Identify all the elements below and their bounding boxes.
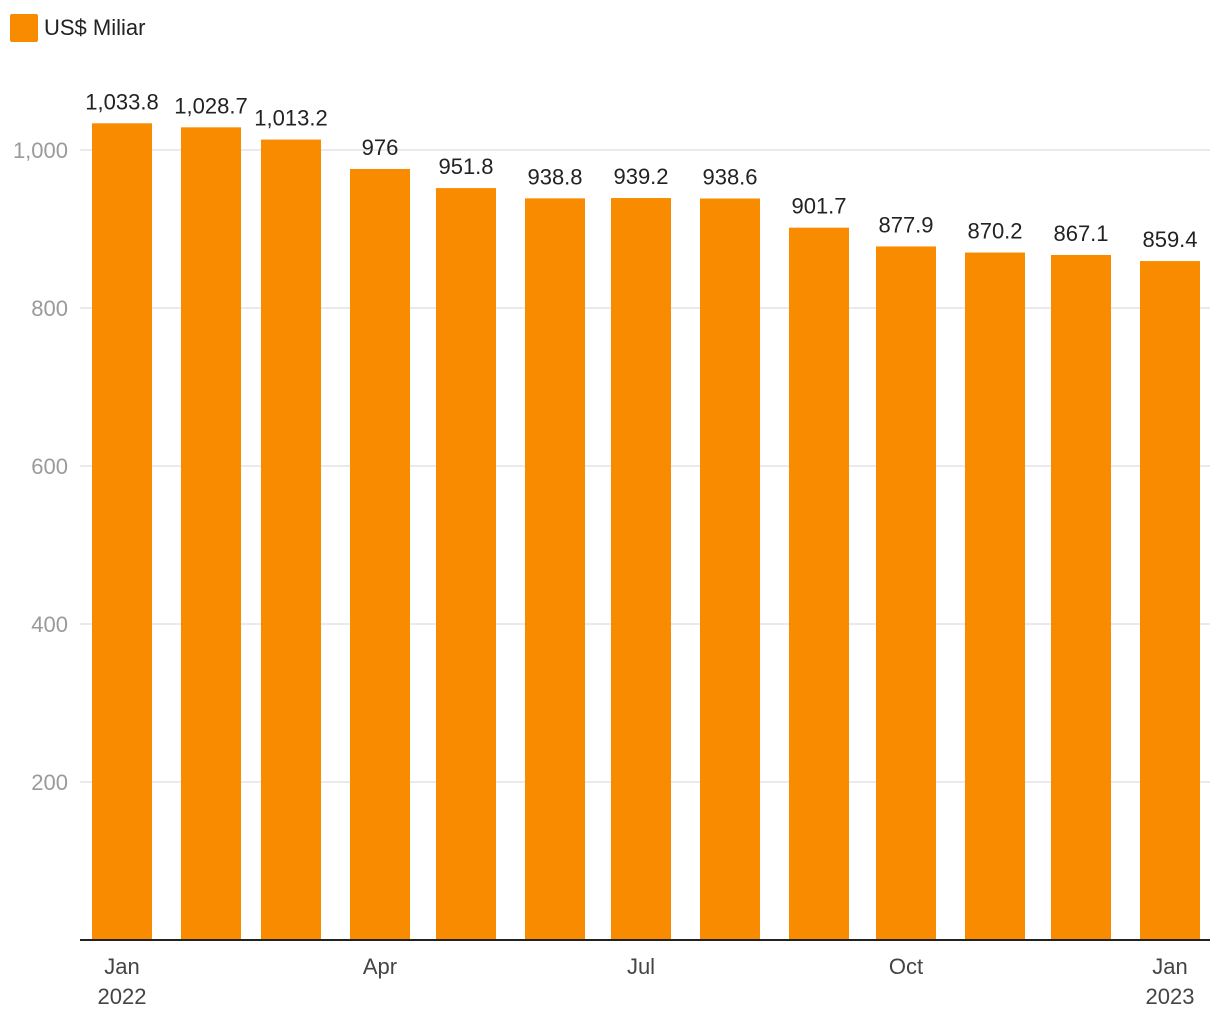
data-label: 939.2: [613, 164, 668, 189]
bar: [876, 246, 936, 941]
data-label: 1,033.8: [85, 89, 158, 114]
x-tick-label-year: 2022: [98, 984, 147, 1009]
bar: [789, 227, 849, 941]
data-label: 870.2: [967, 219, 1022, 244]
bar: [965, 252, 1025, 941]
x-tick-label: Jan: [1152, 954, 1187, 979]
data-label: 951.8: [438, 154, 493, 179]
data-label: 859.4: [1142, 227, 1197, 252]
x-tick-label-year: 2023: [1146, 984, 1195, 1009]
bar: [261, 139, 321, 940]
legend-label: US$ Miliar: [44, 15, 146, 40]
bar: [92, 123, 152, 941]
bar: [1140, 261, 1200, 941]
y-tick-label: 600: [31, 454, 68, 479]
y-tick-label: 400: [31, 612, 68, 637]
data-label: 867.1: [1053, 221, 1108, 246]
data-label: 901.7: [791, 194, 846, 219]
legend: US$ Miliar: [10, 14, 145, 42]
data-label: 877.9: [878, 212, 933, 237]
x-tick-label: Apr: [363, 954, 397, 979]
bar: [181, 127, 241, 940]
bar: [436, 188, 496, 940]
bar: [611, 198, 671, 941]
data-labels: 1,033.8 1,028.7 1,013.2 976 951.8 938.8 939.2 9…: [85, 89, 1197, 252]
bar: [525, 198, 585, 940]
data-label: 1,028.7: [174, 93, 247, 118]
x-tick-label: Jan: [104, 954, 139, 979]
y-tick-label: 800: [31, 296, 68, 321]
bar: [1051, 254, 1111, 941]
data-label: 1,013.2: [254, 106, 327, 131]
data-label: 938.8: [527, 164, 582, 189]
data-label: 976: [362, 135, 399, 160]
legend-swatch: [10, 14, 38, 42]
x-tick-label: Jul: [627, 954, 655, 979]
y-tick-label: 1,000: [13, 138, 68, 163]
bar: [350, 168, 410, 940]
bars: [92, 123, 1200, 941]
bar: [700, 198, 760, 941]
y-tick-label: 200: [31, 770, 68, 795]
x-tick-label: Oct: [889, 954, 923, 979]
data-label: 938.6: [702, 165, 757, 190]
axes: 200 400 600 800 1,000 Jan 2022 Apr Jul Oct Jan 2023: [13, 138, 1210, 1009]
